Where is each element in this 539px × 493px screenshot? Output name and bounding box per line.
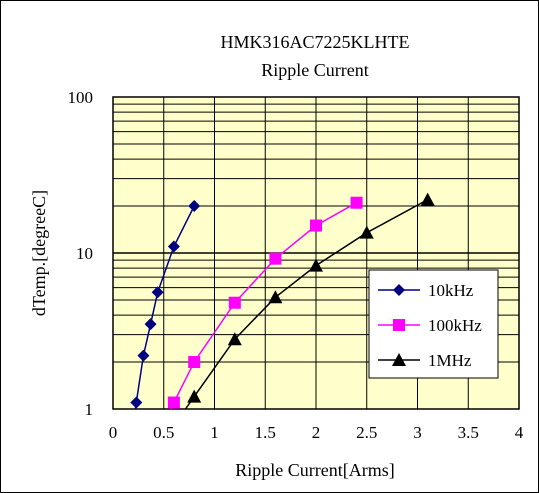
- square-marker: [228, 296, 241, 309]
- y-tick-label: 100: [68, 88, 94, 107]
- chart-title: HMK316AC7225KLHTE: [221, 32, 410, 52]
- triangle-marker: [420, 192, 435, 206]
- series-layer: [130, 192, 435, 410]
- square-marker: [310, 219, 322, 232]
- diamond-marker: [144, 318, 157, 331]
- diamond-marker: [167, 240, 180, 253]
- x-tick-label: 0.5: [153, 423, 174, 442]
- x-tick-label: 1: [210, 423, 219, 442]
- x-tick-label: 2: [312, 423, 321, 442]
- diamond-marker: [137, 349, 150, 362]
- square-marker: [167, 396, 180, 409]
- y-tick-labels: 1 10 100: [68, 88, 94, 419]
- y-axis-label: dTemp.[degreeC]: [29, 190, 49, 316]
- series-10kHz: [130, 200, 201, 410]
- x-axis-label: Ripple Current[Arms]: [235, 460, 394, 480]
- legend-label: 10kHz: [428, 281, 474, 300]
- y-tick-label: 10: [76, 244, 93, 263]
- x-tick-labels: 0 0.5 1 1.5 2 2.5 3 3.5 4: [109, 423, 524, 442]
- square-marker: [393, 319, 405, 331]
- diamond-marker: [188, 200, 201, 213]
- series-100kHz: [167, 196, 363, 410]
- series-1MHz: [184, 192, 435, 410]
- x-tick-label: 0: [109, 423, 118, 442]
- x-tick-label: 2.5: [356, 423, 377, 442]
- x-tick-label: 3.5: [458, 423, 479, 442]
- triangle-marker: [392, 353, 406, 366]
- legend-label: 100kHz: [428, 316, 482, 335]
- y-tick-label: 1: [85, 400, 94, 419]
- triangle-marker: [359, 225, 374, 239]
- x-tick-label: 1.5: [255, 423, 276, 442]
- diamond-marker: [130, 396, 143, 409]
- legend-label: 1MHz: [428, 351, 472, 370]
- x-tick-label: 4: [515, 423, 524, 442]
- chart-subtitle: Ripple Current: [261, 60, 368, 80]
- plot-border: [112, 96, 520, 410]
- diamond-marker: [151, 286, 164, 299]
- diamond-marker: [393, 284, 405, 296]
- square-marker: [350, 196, 363, 209]
- square-marker: [188, 356, 201, 369]
- triangle-marker: [268, 290, 283, 304]
- x-tick-label: 3: [413, 423, 422, 442]
- legend: 10kHz 100kHz 1MHz: [368, 269, 499, 379]
- triangle-marker: [187, 389, 202, 403]
- triangle-marker: [227, 332, 242, 346]
- square-marker: [269, 252, 282, 265]
- triangle-marker: [309, 258, 323, 272]
